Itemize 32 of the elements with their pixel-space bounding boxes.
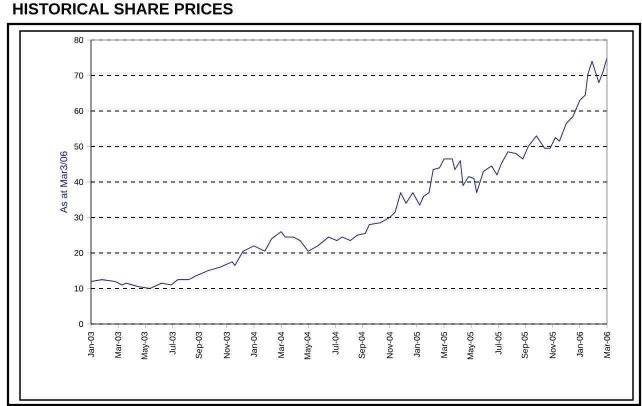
- x-tick-label: Jul-03: [169, 332, 176, 354]
- y-tick-label: 80: [74, 36, 84, 43]
- y-tick-label: 20: [74, 250, 84, 256]
- x-tick-label: Jan-03: [88, 332, 94, 358]
- x-tick-label: Nov-04: [386, 332, 393, 358]
- x-tick-label: Jan-04: [250, 332, 257, 358]
- y-tick-label: 70: [74, 72, 84, 78]
- x-tick-label: Mar-05: [441, 332, 448, 358]
- x-tick-label: Jan-06: [576, 332, 583, 358]
- x-tick-label: Jul-05: [495, 332, 502, 354]
- y-tick-label: 0: [79, 320, 84, 327]
- x-tick-label: Nov-05: [550, 332, 556, 358]
- x-tick-label: Sep-03: [196, 332, 204, 358]
- x-tick-label: May-04: [304, 332, 312, 360]
- y-axis-title: As at Mar3/06: [60, 151, 68, 213]
- x-tick-label: Sep-05: [522, 332, 530, 358]
- x-tick-label: May-05: [467, 332, 476, 360]
- x-tick-label: Nov-03: [224, 332, 230, 358]
- x-tick-label: Sep-04: [358, 332, 366, 358]
- y-tick-label: 60: [74, 108, 84, 114]
- line-series: [91, 57, 608, 289]
- x-tick-label: May-03: [141, 332, 150, 360]
- x-tick-label: Mar-04: [278, 332, 284, 358]
- chart-title: HISTORICAL SHARE PRICES: [13, 3, 233, 14]
- y-tick-label: 10: [74, 285, 84, 292]
- x-tick-label: Jan-05: [414, 332, 420, 358]
- y-tick-label: 40: [74, 178, 84, 185]
- x-tick-label: Mar-03: [115, 332, 122, 358]
- y-tick-label: 50: [74, 143, 84, 150]
- x-tick-label: Mar-06: [604, 332, 610, 358]
- y-tick-label: 30: [74, 214, 84, 220]
- x-tick-label: Jul-04: [332, 332, 339, 354]
